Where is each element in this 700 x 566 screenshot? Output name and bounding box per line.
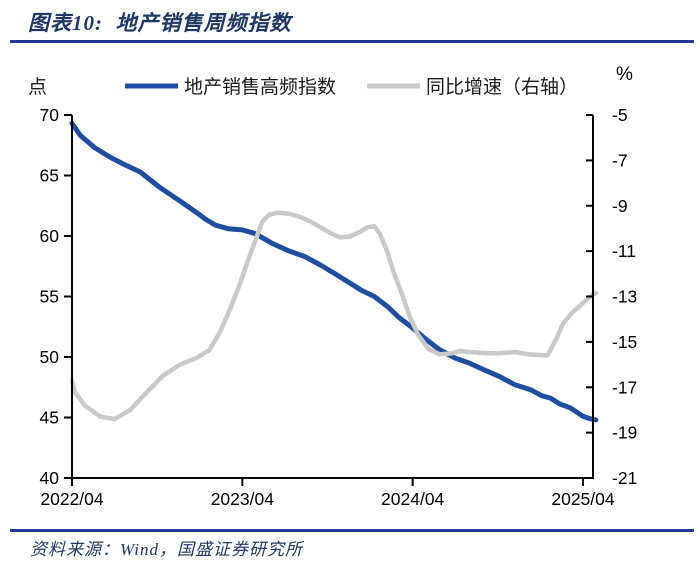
right-tick-label: -7 <box>612 150 628 170</box>
left-tick-label: 60 <box>40 226 60 246</box>
legend-label-index-series: 地产销售高频指数 <box>184 76 336 98</box>
right-tick-label: -17 <box>612 377 637 397</box>
right-axis-unit-label: % <box>616 64 633 85</box>
x-tick-label: 2023/04 <box>211 489 275 509</box>
right-tick-label: -15 <box>612 332 637 352</box>
left-tick-label: 45 <box>40 408 59 428</box>
bottom-rule <box>10 529 694 532</box>
right-tick-label: -13 <box>612 287 637 307</box>
x-tick-label: 2025/04 <box>551 489 615 509</box>
left-tick-label: 65 <box>40 166 59 186</box>
left-tick-label: 40 <box>40 468 60 488</box>
source-note: 资料来源：Wind，国盛证券研究所 <box>30 540 303 559</box>
left-tick-label: 70 <box>40 105 60 125</box>
top-rule <box>10 40 694 43</box>
plot-series-lines <box>69 121 599 423</box>
left-axis-unit-label: 点 <box>28 76 47 98</box>
left-tick-label: 50 <box>40 347 60 367</box>
x-tick-label: 2022/04 <box>40 489 104 509</box>
page-title: 图表10: 地产销售周频指数 <box>28 11 292 35</box>
left-tick-label: 55 <box>40 287 59 307</box>
x-tick-label: 2024/04 <box>381 489 445 509</box>
right-tick-label: -9 <box>612 196 628 216</box>
plot-tick-labels: 70656055504540-5-7-9-11-13-15-17-19-2120… <box>40 105 638 509</box>
right-tick-label: -19 <box>612 423 637 443</box>
series-line-0 <box>69 121 599 423</box>
right-tick-label: -5 <box>612 105 628 125</box>
plot-axes <box>71 115 594 479</box>
line-chart: 点 % 地产销售高频指数 同比增速（右轴） 70 65 60 55 50 45 40 -5 -7… <box>28 64 638 509</box>
chart-legend: 地产销售高频指数 同比增速（右轴） <box>125 76 578 98</box>
plot-tick-marks <box>64 114 593 486</box>
right-tick-label: -11 <box>612 241 636 261</box>
series-line-1 <box>69 210 599 422</box>
right-tick-label: -21 <box>612 468 637 488</box>
legend-label-yoy-series: 同比增速（右轴） <box>426 76 578 98</box>
